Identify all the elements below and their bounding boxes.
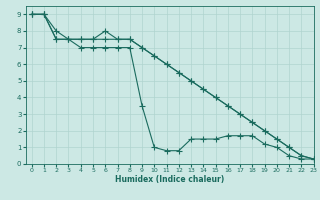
X-axis label: Humidex (Indice chaleur): Humidex (Indice chaleur) — [115, 175, 224, 184]
